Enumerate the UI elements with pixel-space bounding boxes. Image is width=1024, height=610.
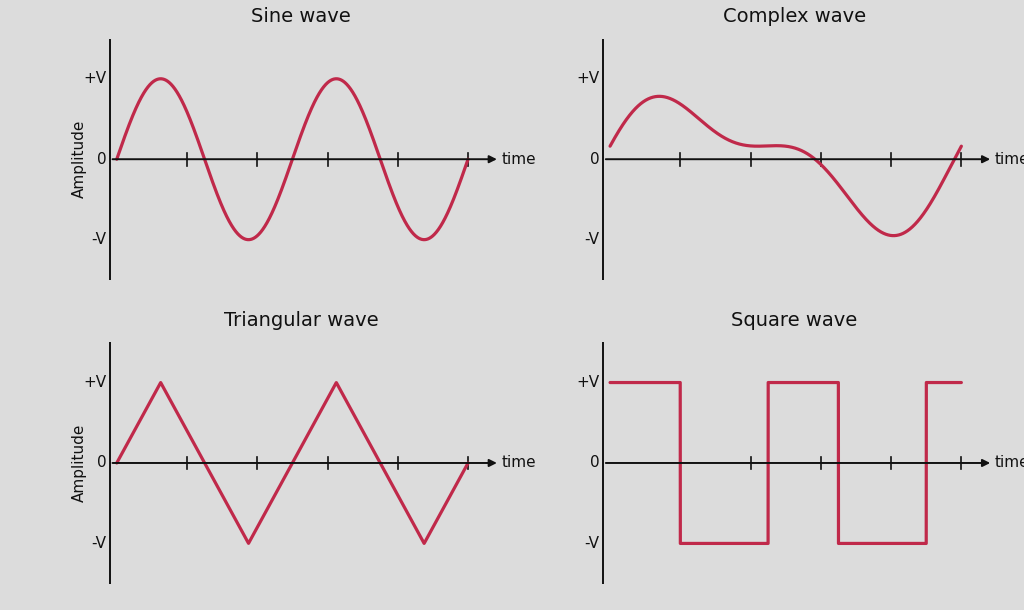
Text: 0: 0 bbox=[590, 152, 599, 167]
Title: Square wave: Square wave bbox=[731, 311, 858, 330]
Text: -V: -V bbox=[91, 232, 106, 247]
Title: Sine wave: Sine wave bbox=[251, 7, 351, 26]
Text: +V: +V bbox=[577, 71, 599, 86]
Title: Complex wave: Complex wave bbox=[723, 7, 866, 26]
Text: Amplitude: Amplitude bbox=[73, 120, 87, 198]
Text: time: time bbox=[994, 456, 1024, 470]
Text: +V: +V bbox=[577, 375, 599, 390]
Text: time: time bbox=[502, 456, 536, 470]
Text: -V: -V bbox=[585, 536, 599, 551]
Title: Triangular wave: Triangular wave bbox=[224, 311, 379, 330]
Text: 0: 0 bbox=[590, 456, 599, 470]
Text: Amplitude: Amplitude bbox=[73, 424, 87, 502]
Text: time: time bbox=[994, 152, 1024, 167]
Text: -V: -V bbox=[585, 232, 599, 247]
Text: +V: +V bbox=[83, 71, 106, 86]
Text: +V: +V bbox=[83, 375, 106, 390]
Text: time: time bbox=[502, 152, 536, 167]
Text: 0: 0 bbox=[96, 456, 106, 470]
Text: -V: -V bbox=[91, 536, 106, 551]
Text: 0: 0 bbox=[96, 152, 106, 167]
